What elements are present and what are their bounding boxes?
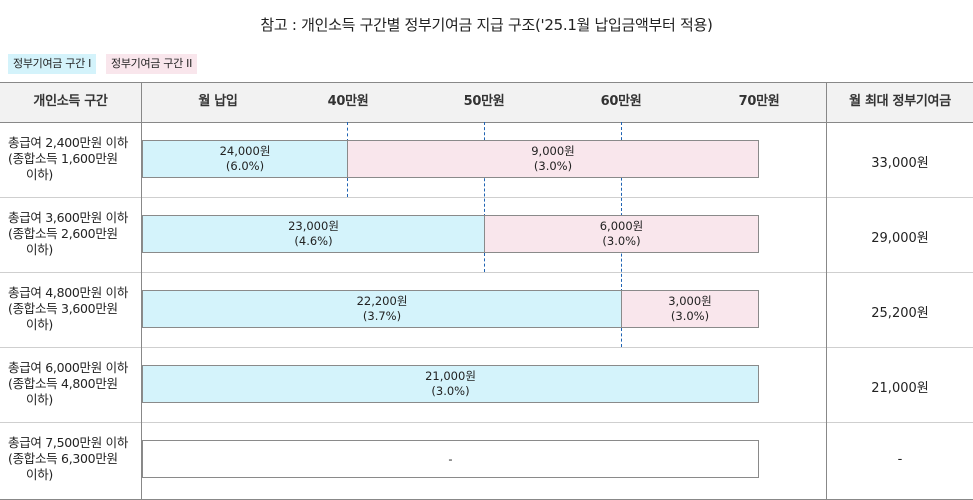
boundary-60 — [621, 328, 622, 347]
divider — [0, 197, 973, 198]
tier2-bar: 9,000원 (3.0%) — [347, 140, 759, 178]
table-row-label: 총급여 2,400만원 이하 (종합소득 1,600만원 이하) — [8, 135, 129, 182]
divider — [0, 122, 973, 123]
boundary-40 — [347, 178, 348, 197]
max-contribution: 25,200원 — [871, 306, 929, 321]
legend-tier2-badge: 정부기여금 구간 II — [106, 54, 198, 74]
max-contribution: 29,000원 — [871, 231, 929, 246]
boundary-50 — [484, 253, 485, 272]
table-row-label: 총급여 3,600만원 이하 (종합소득 2,600만원 이하) — [8, 210, 129, 257]
divider — [0, 422, 973, 423]
header-income: 개인소득 구간 — [33, 94, 108, 109]
tier1-bar: 22,200원 (3.7%) — [142, 290, 622, 328]
header-70: 70만원 — [738, 94, 780, 109]
table-row-label: 총급여 6,000만원 이하 (종합소득 4,800만원 이하) — [8, 360, 129, 407]
max-contribution: - — [897, 452, 903, 467]
header-monthly: 월 납입 — [198, 94, 238, 109]
max-contribution: 21,000원 — [871, 381, 929, 396]
tier2-bar: 6,000원 (3.0%) — [484, 215, 759, 253]
tier2-bar: 3,000원 (3.0%) — [621, 290, 759, 328]
divider — [0, 347, 973, 348]
max-contribution: 33,000원 — [871, 156, 929, 171]
tier1-bar: 23,000원 (4.6%) — [142, 215, 485, 253]
divider — [0, 272, 973, 273]
empty-bar: - — [142, 440, 759, 478]
header-max: 월 최대 정부기여금 — [849, 94, 951, 109]
tier1-bar: 24,000원 (6.0%) — [142, 140, 348, 178]
tier1-bar: 21,000원 (3.0%) — [142, 365, 759, 403]
boundary-60 — [621, 122, 622, 292]
header-60: 60만원 — [600, 94, 642, 109]
divider — [141, 82, 142, 500]
boundary-40 — [347, 122, 348, 142]
table-header — [0, 82, 973, 122]
header-50: 50만원 — [463, 94, 505, 109]
divider — [826, 82, 827, 500]
legend-tier1-badge: 정부기여금 구간 I — [8, 54, 97, 74]
contribution-table: 개인소득 구간 월 납입 40만원 50만원 60만원 70만원 월 최대 정부… — [0, 82, 973, 500]
page-title: 참고 : 개인소득 구간별 정부기여금 지급 구조('25.1월 납입금액부터 … — [260, 16, 713, 34]
table-row-label: 총급여 4,800만원 이하 (종합소득 3,600만원 이하) — [8, 285, 129, 332]
table-row-label: 총급여 7,500만원 이하 (종합소득 6,300만원 이하) — [8, 435, 129, 482]
header-40: 40만원 — [327, 94, 369, 109]
divider — [0, 82, 973, 83]
